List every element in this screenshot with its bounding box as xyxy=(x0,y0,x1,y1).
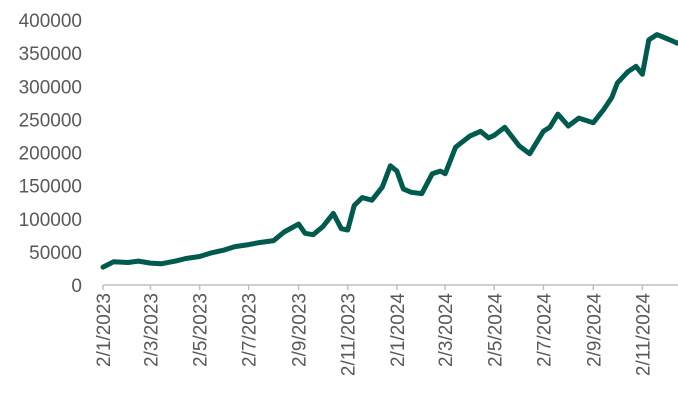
y-axis: 0 50000 100000 150000 200000 250000 300000 3500… xyxy=(19,11,82,297)
series-line xyxy=(100,32,678,270)
x-tick-label: 2/11/2024 xyxy=(633,293,654,377)
y-tick-label: 50000 xyxy=(29,243,82,264)
y-tick-label: 200000 xyxy=(19,144,82,165)
y-tick-label: 400000 xyxy=(19,11,82,32)
y-tick-label: 300000 xyxy=(19,77,82,98)
y-tick-label: 100000 xyxy=(19,210,82,231)
y-tick-label: 250000 xyxy=(19,110,82,131)
y-tick-label: 350000 xyxy=(19,44,82,65)
y-tick-label: 150000 xyxy=(19,177,82,198)
x-tick-label: 2/3/2024 xyxy=(436,293,457,367)
x-tick-label: 2/1/2024 xyxy=(388,293,409,367)
x-tick-label: 2/3/2023 xyxy=(142,293,163,367)
x-tick-label: 2/1/2023 xyxy=(94,293,115,367)
x-tick-label: 2/7/2024 xyxy=(534,293,555,367)
x-tick-label: 2/9/2024 xyxy=(584,293,605,367)
x-tick-label: 2/9/2023 xyxy=(290,293,311,367)
x-tick-label: 2/5/2023 xyxy=(191,293,212,367)
x-tick-label: 2/11/2023 xyxy=(339,293,360,376)
x-tick-label: 2/5/2024 xyxy=(485,293,506,367)
series-layer xyxy=(100,32,678,270)
y-tick-label: 0 xyxy=(71,276,82,297)
x-axis: 2/1/2023 2/3/2023 2/5/2023 2/7/2023 2/9/2023… xyxy=(94,284,678,377)
x-tick-label: 2/7/2023 xyxy=(240,293,261,367)
